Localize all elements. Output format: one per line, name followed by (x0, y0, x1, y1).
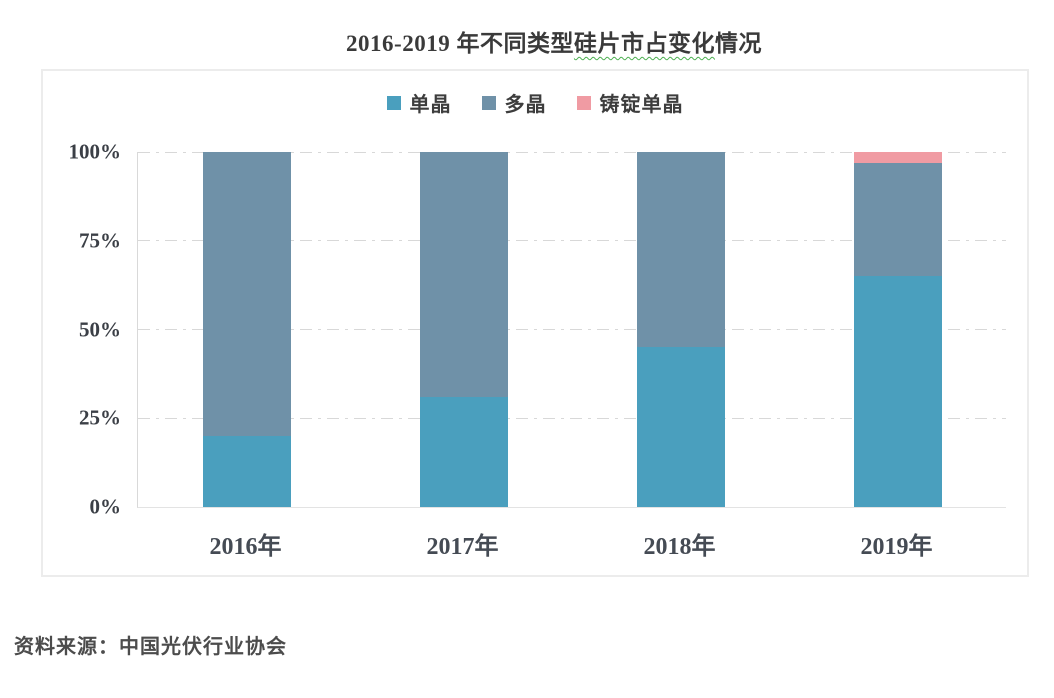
chart-title-wavy-underlined-text: 硅片市占变化 (573, 31, 715, 56)
gridline-75 (138, 240, 1006, 242)
bar-segment-单晶 (636, 347, 725, 507)
bar-segment-多晶 (636, 152, 725, 348)
x-axis-label: 2018年 (643, 534, 716, 560)
bar-segment-单晶 (419, 396, 508, 507)
y-axis-label: 100% (68, 139, 122, 164)
y-axis-label: 50% (79, 317, 121, 341)
x-axis-label: 2019年 (860, 534, 933, 560)
legend-swatch-icon (386, 95, 401, 110)
legend-item: 铸锭单晶 (576, 88, 684, 117)
chart-container: 单晶 多晶 铸锭单晶 0% 25% 50% 75% 100% 2016年 2017年 2018年… (41, 69, 1029, 577)
bar-segment-铸锭单晶 (853, 152, 942, 163)
chart-title-text: 2016-2019 年不同类型 (346, 31, 574, 56)
bar-segment-多晶 (202, 152, 291, 436)
legend-item: 多晶 (481, 88, 547, 117)
bar-segment-多晶 (853, 162, 942, 277)
legend-swatch-icon (576, 95, 591, 110)
chart-title-text-end: 情况 (714, 31, 762, 56)
legend-swatch-icon (481, 95, 496, 110)
plot-area (137, 151, 1006, 508)
y-axis-label: 75% (79, 228, 121, 253)
bar-segment-单晶 (853, 276, 942, 507)
bar-2019年 (853, 152, 942, 507)
bar-2016年 (202, 152, 291, 507)
gridline-50 (138, 329, 1006, 330)
y-axis-label: 0% (89, 494, 122, 519)
y-axis: 0% 25% 50% 75% 100% (43, 140, 131, 519)
bar-segment-多晶 (419, 152, 508, 397)
x-axis-label: 2016年 (209, 534, 282, 560)
gridline-25 (138, 417, 1006, 419)
legend-label: 铸锭单晶 (599, 94, 684, 116)
x-axis: 2016年 2017年 2018年 2019年 (137, 526, 1005, 562)
chart-title: 2016-2019 年不同类型硅片市占变化情况 (60, 24, 1048, 58)
bar-2018年 (636, 152, 725, 507)
y-axis-label: 25% (79, 405, 121, 430)
legend-label: 单晶 (409, 94, 452, 116)
gridline-100 (138, 151, 1006, 153)
legend-item: 单晶 (386, 88, 452, 117)
bar-segment-单晶 (202, 436, 291, 507)
x-axis-label: 2017年 (426, 534, 499, 560)
chart-legend: 单晶 多晶 铸锭单晶 (43, 88, 1027, 117)
legend-label: 多晶 (504, 94, 547, 116)
bar-2017年 (419, 152, 508, 507)
source-caption: 资料来源：中国光伏行业协会 (14, 636, 287, 658)
